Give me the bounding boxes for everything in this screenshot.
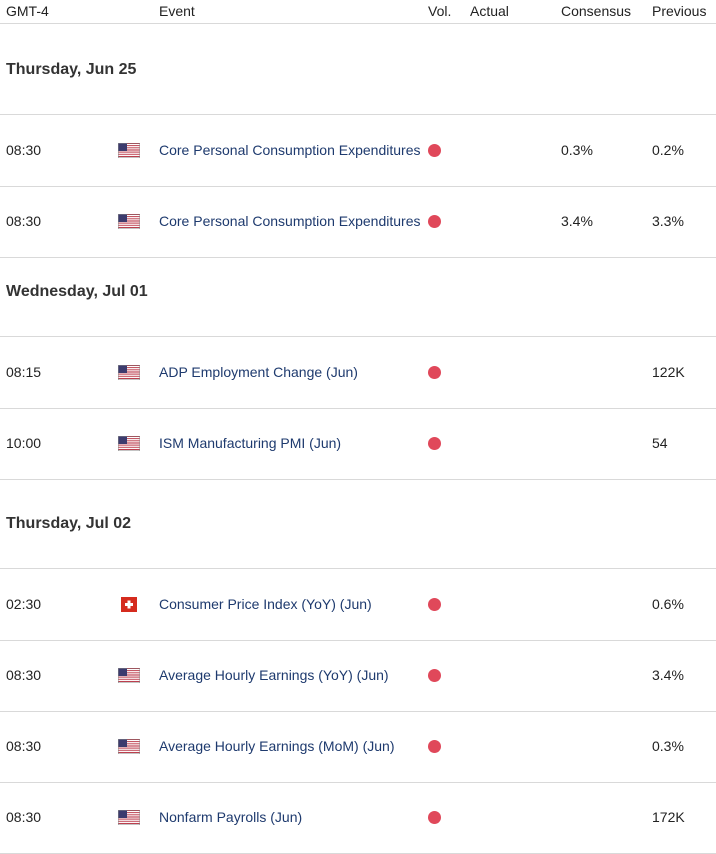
event-row[interactable]: 08:30 Core Personal Consumption Expenditu…: [0, 186, 716, 258]
date-label: Thursday, Jun 25: [6, 61, 137, 78]
event-row[interactable]: 08:30 Average Hourly Earnings (MoM) (Jun)…: [0, 711, 716, 783]
event-name[interactable]: Nonfarm Payrolls (Jun): [159, 809, 303, 825]
event-time: 08:30: [6, 213, 42, 229]
date-group-header: Thursday, Jul 02: [0, 479, 716, 569]
us-flag-icon: [118, 143, 140, 158]
volatility-dot: [428, 437, 441, 450]
date-group-header: Thursday, Jun 25: [0, 24, 716, 115]
us-flag-icon: [118, 668, 140, 683]
event-name[interactable]: ADP Employment Change (Jun): [159, 364, 358, 380]
previous-value: 0.2%: [652, 142, 684, 158]
event-time: 08:30: [6, 667, 42, 683]
consensus-column-header[interactable]: Consensus: [561, 3, 632, 19]
us-flag-icon: [118, 739, 140, 754]
event-column-header[interactable]: Event: [159, 3, 195, 19]
event-time: 10:00: [6, 435, 42, 451]
event-row[interactable]: 08:30 Average Hourly Earnings (YoY) (Jun)…: [0, 640, 716, 712]
event-row[interactable]: 08:30 Core Personal Consumption Expenditu…: [0, 115, 716, 187]
vol-column-header[interactable]: Vol.: [428, 3, 452, 19]
event-row[interactable]: 08:15 ADP Employment Change (Jun) 122K: [0, 337, 716, 409]
previous-value: 122K: [652, 364, 685, 380]
swiss-flag-icon: [118, 597, 140, 612]
consensus-value: 3.4%: [561, 213, 593, 229]
us-flag-icon: [118, 810, 140, 825]
event-row[interactable]: 10:00 ISM Manufacturing PMI (Jun) 54: [0, 408, 716, 480]
previous-value: 0.3%: [652, 738, 684, 754]
us-flag-icon: [118, 365, 140, 380]
event-name[interactable]: Consumer Price Index (YoY) (Jun): [159, 596, 372, 612]
event-time: 08:30: [6, 809, 42, 825]
actual-column-header[interactable]: Actual: [470, 3, 509, 19]
previous-value: 172K: [652, 809, 685, 825]
event-time: 02:30: [6, 596, 42, 612]
volatility-dot: [428, 669, 441, 682]
consensus-value: 0.3%: [561, 142, 593, 158]
previous-value: 3.4%: [652, 667, 684, 683]
date-group-header: Wednesday, Jul 01: [0, 257, 716, 337]
event-time: 08:30: [6, 738, 42, 754]
date-label: Thursday, Jul 02: [6, 515, 132, 532]
volatility-dot: [428, 215, 441, 228]
event-time: 08:15: [6, 364, 42, 380]
event-name[interactable]: Average Hourly Earnings (YoY) (Jun): [159, 667, 389, 683]
volatility-dot: [428, 598, 441, 611]
event-row[interactable]: 02:30 Consumer Price Index (YoY) (Jun) 0.6…: [0, 569, 716, 641]
previous-column-header[interactable]: Previous: [652, 3, 707, 19]
event-name[interactable]: Average Hourly Earnings (MoM) (Jun): [159, 738, 395, 754]
previous-value: 0.6%: [652, 596, 684, 612]
event-time: 08:30: [6, 142, 42, 158]
event-name[interactable]: ISM Manufacturing PMI (Jun): [159, 435, 342, 451]
table-header: GMT-4 Event Vol. Actual Consensus Previo…: [0, 0, 716, 24]
event-row[interactable]: 08:30 Nonfarm Payrolls (Jun) 172K: [0, 782, 716, 854]
volatility-dot: [428, 811, 441, 824]
previous-value: 3.3%: [652, 213, 684, 229]
date-label: Wednesday, Jul 01: [6, 283, 148, 300]
us-flag-icon: [118, 436, 140, 451]
previous-value: 54: [652, 435, 668, 451]
volatility-dot: [428, 366, 441, 379]
us-flag-icon: [118, 214, 140, 229]
event-name[interactable]: Core Personal Consumption Expenditures: [159, 213, 421, 229]
volatility-dot: [428, 740, 441, 753]
event-name[interactable]: Core Personal Consumption Expenditures: [159, 142, 421, 158]
timezone-header: GMT-4: [6, 3, 49, 19]
volatility-dot: [428, 144, 441, 157]
